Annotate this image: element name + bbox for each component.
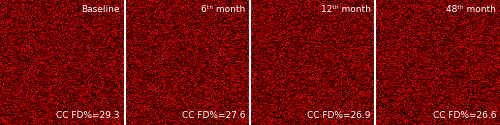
Text: CC FD%=29.3: CC FD%=29.3 [56, 111, 120, 120]
Text: Baseline: Baseline [82, 5, 120, 14]
Text: 6ᵗʰ month: 6ᵗʰ month [201, 5, 246, 14]
Text: CC FD%=26.9: CC FD%=26.9 [308, 111, 371, 120]
Text: 12ᵗʰ month: 12ᵗʰ month [321, 5, 371, 14]
Text: CC FD%=27.6: CC FD%=27.6 [182, 111, 246, 120]
Text: 48ᵗʰ month: 48ᵗʰ month [446, 5, 496, 14]
Text: CC FD%=26.6: CC FD%=26.6 [433, 111, 496, 120]
